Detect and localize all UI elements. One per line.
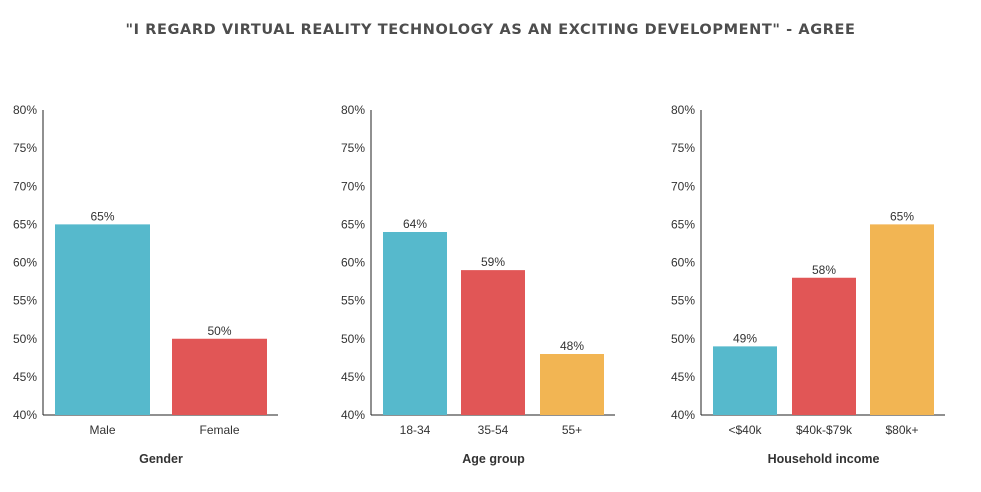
y-tick-label: 40% (671, 408, 695, 422)
y-tick-label: 55% (13, 294, 37, 308)
x-category-label: Female (199, 423, 239, 437)
y-tick-label: 60% (341, 256, 365, 270)
y-tick-label: 80% (341, 103, 365, 117)
y-tick-label: 45% (341, 370, 365, 384)
y-tick-label: 55% (671, 294, 695, 308)
bar-value-label: 59% (481, 255, 505, 269)
y-tick-label: 70% (341, 179, 365, 193)
chart-title: "I REGARD VIRTUAL REALITY TECHNOLOGY AS … (125, 22, 856, 38)
y-tick-label: 50% (671, 332, 695, 346)
y-tick-label: 50% (13, 332, 37, 346)
y-tick-label: 70% (671, 179, 695, 193)
bar-value-label: 50% (207, 324, 231, 338)
chart-panel: 40% 45% 50% 55% 60% 65% 70% 75% 80% 64% 18-34 59% 35… (341, 103, 615, 466)
x-category-label: <$40k (728, 423, 762, 437)
chart-panel: 40% 45% 50% 55% 60% 65% 70% 75% 80% 49% <$40k 58% $4… (671, 103, 945, 466)
bar-value-label: 49% (733, 331, 757, 345)
y-tick-label: 75% (341, 141, 365, 155)
x-category-label: Male (89, 423, 115, 437)
bar-value-label: 58% (812, 263, 836, 277)
y-tick-label: 65% (671, 217, 695, 231)
bar (172, 338, 267, 415)
y-tick-label: 45% (671, 370, 695, 384)
y-tick-label: 70% (13, 179, 37, 193)
y-tick-label: 50% (341, 332, 365, 346)
x-category-label: $40k-$79k (796, 423, 853, 437)
bar (540, 354, 604, 415)
bar-value-label: 64% (403, 217, 427, 231)
bar (870, 224, 934, 415)
panel-title: Age group (462, 452, 525, 466)
y-tick-label: 75% (671, 141, 695, 155)
y-tick-label: 65% (341, 217, 365, 231)
x-category-label: 35-54 (478, 423, 509, 437)
y-tick-label: 75% (13, 141, 37, 155)
x-category-label: 18-34 (400, 423, 431, 437)
y-tick-label: 60% (13, 256, 37, 270)
panel-title: Gender (139, 452, 183, 466)
y-tick-label: 80% (671, 103, 695, 117)
y-tick-label: 60% (671, 256, 695, 270)
y-tick-label: 55% (341, 294, 365, 308)
y-tick-label: 40% (341, 408, 365, 422)
x-category-label: $80k+ (885, 423, 918, 437)
bar-value-label: 48% (560, 339, 584, 353)
x-category-label: 55+ (562, 423, 582, 437)
y-tick-label: 40% (13, 408, 37, 422)
panel-title: Household income (768, 452, 880, 466)
bar (713, 346, 777, 415)
bar (461, 270, 525, 415)
bar-value-label: 65% (90, 209, 114, 223)
bar (792, 277, 856, 415)
y-tick-label: 65% (13, 217, 37, 231)
bar (383, 232, 447, 415)
bar (55, 224, 150, 415)
chart-panel: 40% 45% 50% 55% 60% 65% 70% 75% 80% 65% Male 50% Fem… (13, 103, 278, 466)
bar-value-label: 65% (890, 209, 914, 223)
y-tick-label: 45% (13, 370, 37, 384)
y-tick-label: 80% (13, 103, 37, 117)
